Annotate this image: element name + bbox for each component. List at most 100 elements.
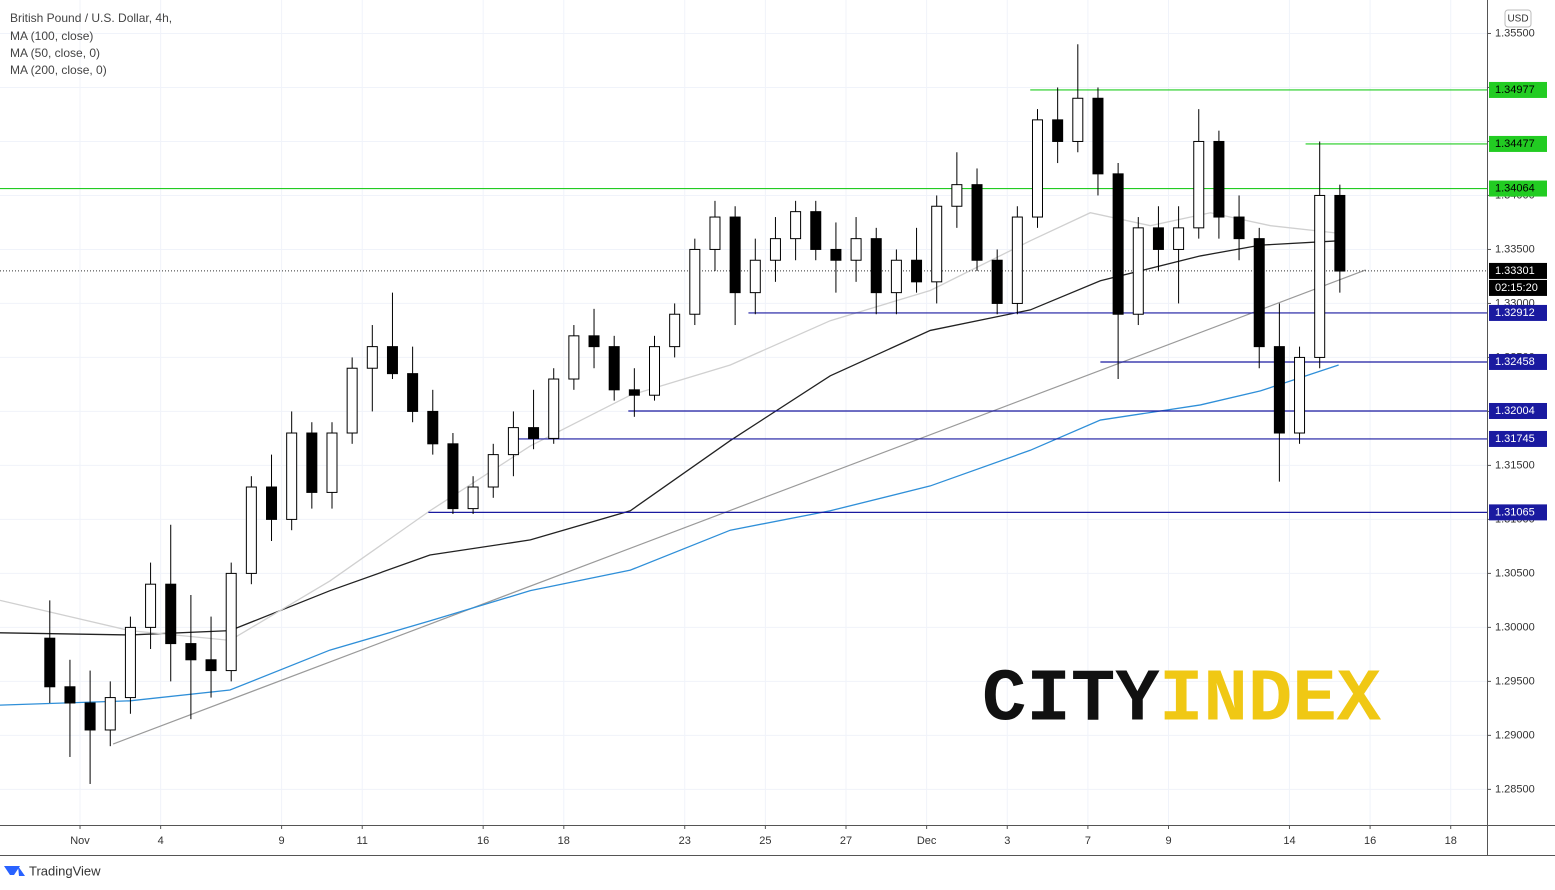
level-label-bg	[1489, 180, 1547, 197]
currency-badge[interactable]	[1504, 9, 1532, 28]
candle-body	[507, 427, 519, 456]
candle-body	[810, 211, 822, 250]
level-label: 1.31745	[1495, 433, 1535, 445]
candle-body	[346, 367, 358, 434]
legend-entry: MA (200, close, 0)	[10, 63, 107, 77]
x-tick-label: 16	[1364, 835, 1376, 847]
x-tick-label: 9	[1165, 835, 1171, 847]
candle-body	[709, 216, 721, 250]
candle-body	[286, 432, 298, 520]
candle-body	[608, 346, 620, 391]
candle-body	[1152, 227, 1164, 250]
x-tick-label: 11	[357, 835, 368, 847]
candle-body	[1072, 97, 1084, 142]
candle-body	[145, 583, 157, 628]
candle-body	[1213, 140, 1225, 218]
x-tick-label: 9	[279, 835, 285, 847]
level-label: 1.32912	[1495, 307, 1535, 319]
moving-average	[0, 240, 1339, 636]
candle-body	[769, 238, 781, 261]
legend-entry: MA (50, close, 0)	[10, 46, 100, 60]
y-tick-label: 1.33500	[1495, 243, 1535, 255]
candle-body	[1193, 140, 1205, 229]
candle-body	[225, 572, 237, 672]
candle-body	[124, 626, 136, 699]
candle-body	[729, 216, 741, 294]
brand[interactable]: TradingView	[29, 863, 101, 878]
watermark: CITY INDEX	[982, 659, 1382, 743]
y-tick-label: 1.29000	[1495, 729, 1535, 741]
x-tick-label: Nov	[70, 835, 90, 847]
level-label-bg	[1489, 135, 1547, 152]
moving-average	[0, 364, 1339, 706]
candle-body	[1314, 194, 1326, 358]
currency: USD	[1507, 14, 1528, 25]
level-label-bg	[1489, 81, 1547, 98]
candle-body	[427, 410, 439, 445]
brand-logo	[4, 866, 25, 876]
countdown-bg	[1489, 279, 1547, 296]
countdown-label: 02:15:20	[1495, 282, 1538, 294]
x-tick-label: 4	[158, 835, 164, 847]
candle-body	[628, 389, 640, 396]
candle-body	[1011, 216, 1023, 304]
candle-body	[528, 427, 540, 439]
candle-body	[951, 184, 963, 207]
candle-body	[669, 313, 681, 348]
candle-body	[104, 697, 116, 731]
level-label: 1.34064	[1495, 182, 1535, 194]
moving-average	[0, 212, 1339, 642]
candle-body	[991, 259, 1003, 304]
level-label-bg	[1489, 353, 1547, 370]
y-tick-label: 1.29500	[1495, 675, 1535, 687]
x-tick-label: 27	[840, 835, 852, 847]
candle-body	[366, 346, 378, 369]
candle-body	[84, 702, 96, 731]
level-label-bg	[1489, 304, 1547, 321]
watermark-index: INDEX	[1159, 659, 1382, 743]
candle-body	[185, 643, 197, 661]
candle-body	[447, 443, 459, 510]
trend-line	[112, 269, 1366, 745]
candle-body	[1092, 97, 1104, 175]
candle-body	[971, 184, 983, 261]
candle-body	[568, 335, 580, 380]
candle-body	[64, 686, 76, 704]
candle-body	[689, 248, 701, 315]
y-tick-label: 1.30000	[1495, 621, 1535, 633]
candle-body	[165, 583, 177, 645]
candle-body	[1334, 194, 1346, 272]
level-label-bg	[1489, 430, 1547, 447]
level-label-bg	[1489, 402, 1547, 419]
plot-area	[0, 0, 1487, 825]
last-price-bg	[1489, 262, 1547, 279]
y-tick-label: 1.31500	[1495, 459, 1535, 471]
legend-entry: MA (100, close)	[10, 29, 93, 43]
candle-body	[1052, 119, 1064, 142]
candle-body	[306, 432, 318, 493]
candle-body	[790, 211, 802, 240]
x-tick-label: 18	[1445, 835, 1457, 847]
candle-body	[548, 378, 560, 439]
candle-body	[487, 454, 499, 488]
candle-body	[649, 346, 661, 396]
y-tick-label: 1.35500	[1495, 27, 1535, 39]
y-tick-label: 1.28500	[1495, 783, 1535, 795]
candle-body	[911, 259, 923, 283]
candle-body	[1273, 346, 1285, 434]
candle-body	[386, 346, 398, 375]
y-tick-label: 1.30500	[1495, 567, 1535, 579]
candle-body	[467, 486, 479, 510]
candle-body	[205, 659, 217, 672]
candle-body	[850, 238, 862, 261]
x-tick-label: 14	[1283, 835, 1295, 847]
level-label: 1.34977	[1495, 84, 1535, 96]
x-tick-label: 18	[558, 835, 570, 847]
candle-body	[931, 205, 943, 283]
candle-body	[1112, 173, 1124, 315]
level-label-bg	[1489, 504, 1547, 521]
x-tick-label: 16	[477, 835, 489, 847]
candle-body	[749, 259, 761, 294]
candle-body	[1031, 119, 1043, 218]
